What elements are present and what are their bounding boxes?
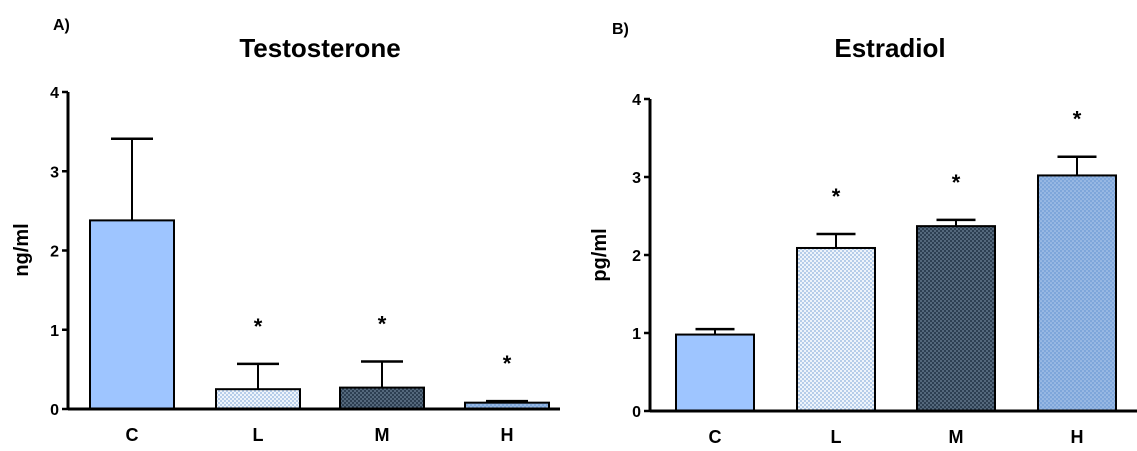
y-tick-label: 3 <box>632 170 641 187</box>
panel-label: A) <box>53 17 70 34</box>
bar-c <box>675 333 755 412</box>
significance-marker: * <box>832 184 841 209</box>
significance-marker: * <box>254 314 263 339</box>
chart-panel-b: B) Estradiol pg/ml C * L * M * H 0 1 2 3 4 <box>589 21 1137 447</box>
x-tick-label: L <box>831 427 842 446</box>
y-tick-label: 0 <box>50 402 59 419</box>
y-tick-label: 1 <box>632 326 641 343</box>
y-axis-label: pg/ml <box>589 228 611 281</box>
y-axis-label: ng/ml <box>11 223 33 276</box>
x-tick-label: C <box>126 425 139 445</box>
bar-l <box>215 388 301 410</box>
x-tick-label: M <box>949 427 964 446</box>
chart-title: Testosterone <box>239 33 400 63</box>
y-tick-label: 2 <box>50 244 59 261</box>
y-tick-label: 4 <box>632 92 641 109</box>
significance-marker: * <box>503 351 512 376</box>
x-tick-label: M <box>375 425 390 445</box>
significance-marker: * <box>1073 107 1082 132</box>
y-tick-label: 2 <box>632 248 641 265</box>
y-tick-label: 3 <box>50 164 59 181</box>
panel-label: B) <box>612 21 629 38</box>
x-tick-label: H <box>501 425 514 445</box>
y-tick-label: 1 <box>50 323 59 340</box>
bar-l <box>796 246 876 412</box>
significance-marker: * <box>378 311 387 336</box>
bar-m <box>916 225 996 412</box>
x-tick-label: H <box>1071 427 1084 446</box>
bar-h <box>1037 174 1117 412</box>
significance-marker: * <box>952 170 961 195</box>
bar-c <box>89 219 175 410</box>
chart-panel-a: A) Testosterone ng/ml C * L * M * H 0 1 2 3 4 <box>11 17 560 445</box>
y-tick-label: 0 <box>632 404 641 421</box>
chart-title: Estradiol <box>834 33 945 63</box>
y-tick-label: 4 <box>50 85 59 102</box>
x-tick-label: L <box>253 425 264 445</box>
x-tick-label: C <box>709 427 722 446</box>
bar-m <box>339 386 425 411</box>
